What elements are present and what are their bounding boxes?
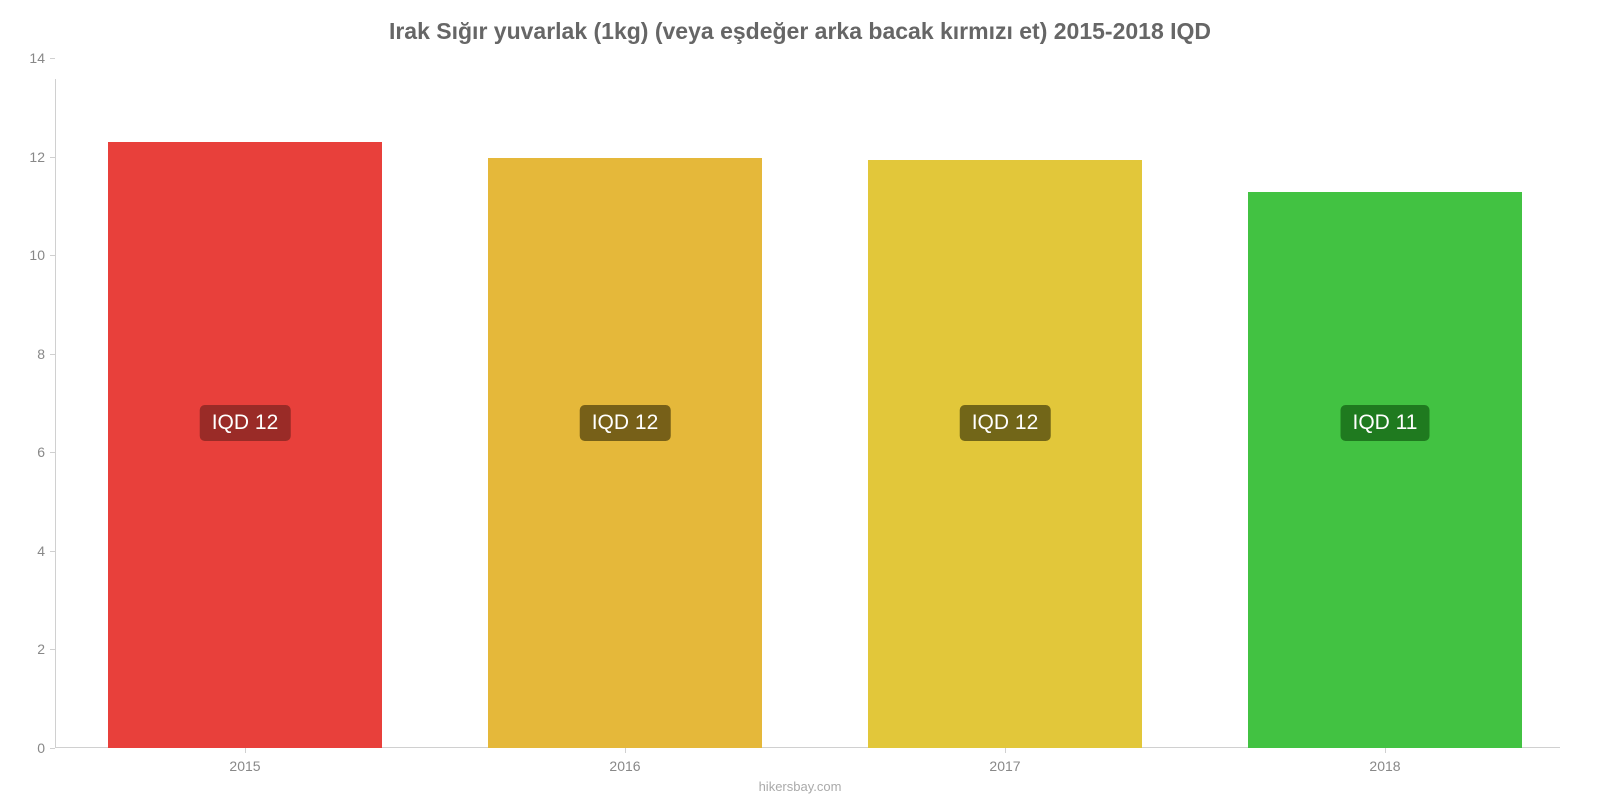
y-tick-mark bbox=[50, 354, 55, 355]
bar-value-label: IQD 12 bbox=[580, 405, 671, 441]
x-tick-mark bbox=[1005, 748, 1006, 753]
bar: IQD 12 bbox=[108, 142, 382, 748]
chart-title: Irak Sığır yuvarlak (1kg) (veya eşdeğer … bbox=[0, 18, 1600, 45]
x-tick-label: 2015 bbox=[229, 758, 260, 774]
bar-value-label: IQD 11 bbox=[1341, 405, 1430, 441]
y-tick-mark bbox=[50, 255, 55, 256]
y-tick-label: 12 bbox=[5, 149, 45, 165]
attribution: hikersbay.com bbox=[0, 779, 1600, 794]
y-tick-mark bbox=[50, 551, 55, 552]
bar: IQD 11 bbox=[1248, 192, 1522, 748]
x-tick-mark bbox=[245, 748, 246, 753]
chart-container: Irak Sığır yuvarlak (1kg) (veya eşdeğer … bbox=[0, 0, 1600, 800]
y-tick-label: 8 bbox=[5, 346, 45, 362]
y-tick-label: 6 bbox=[5, 444, 45, 460]
x-tick-label: 2018 bbox=[1369, 758, 1400, 774]
x-tick-label: 2017 bbox=[989, 758, 1020, 774]
y-tick-mark bbox=[50, 452, 55, 453]
x-tick-mark bbox=[625, 748, 626, 753]
y-tick-label: 2 bbox=[5, 641, 45, 657]
y-tick-label: 4 bbox=[5, 543, 45, 559]
y-axis bbox=[55, 79, 56, 748]
bar: IQD 12 bbox=[868, 160, 1142, 748]
y-tick-mark bbox=[50, 58, 55, 59]
bar-value-label: IQD 12 bbox=[960, 405, 1051, 441]
y-tick-label: 14 bbox=[5, 50, 45, 66]
x-tick-mark bbox=[1385, 748, 1386, 753]
y-tick-mark bbox=[50, 649, 55, 650]
y-tick-label: 10 bbox=[5, 247, 45, 263]
bar-value-label: IQD 12 bbox=[200, 405, 291, 441]
y-tick-mark bbox=[50, 157, 55, 158]
y-tick-label: 0 bbox=[5, 740, 45, 756]
x-tick-label: 2016 bbox=[609, 758, 640, 774]
bar: IQD 12 bbox=[488, 158, 762, 748]
y-tick-mark bbox=[50, 748, 55, 749]
plot-area: 02468101214IQD 122015IQD 122016IQD 12201… bbox=[55, 58, 1575, 748]
